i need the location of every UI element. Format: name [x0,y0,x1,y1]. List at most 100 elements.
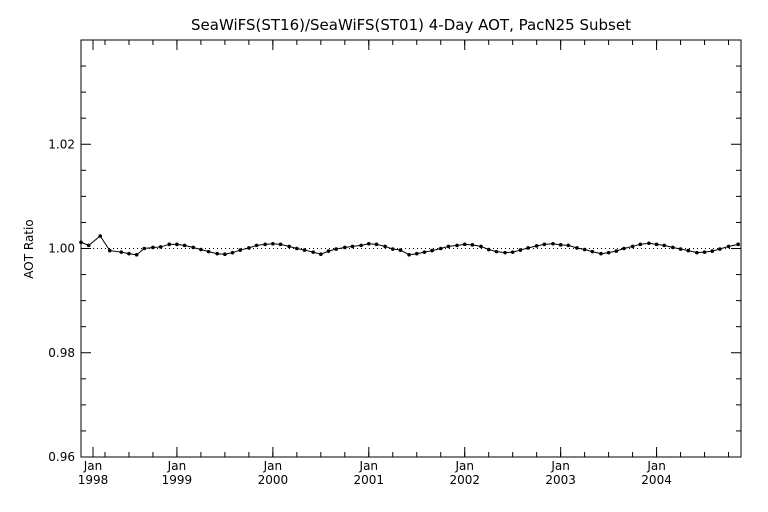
data-point [736,242,740,247]
data-point [566,243,571,248]
x-tick-label-year: 2000 [258,473,289,487]
y-tick-label: 1.02 [48,137,75,151]
data-point [302,248,307,252]
data-point [230,250,235,255]
data-point [326,249,331,253]
data-point [215,251,220,256]
x-tick-label-year: 1999 [162,473,193,487]
data-point [191,245,196,250]
data-point [278,242,283,247]
data-point [599,251,603,256]
data-point [558,243,563,247]
data-point [654,242,659,247]
data-point [134,252,139,257]
data-point [455,243,459,248]
data-point [175,242,179,247]
y-tick-label: 0.98 [48,346,75,360]
data-point [334,247,338,251]
data-point [182,243,187,248]
data-point [407,252,411,257]
data-point [263,242,267,247]
data-point [127,251,131,256]
data-point [311,250,315,254]
x-tick-label-month: Jan [550,459,570,473]
x-tick-label-year: 2001 [354,473,385,487]
data-point [630,244,635,249]
data-point [295,246,299,251]
data-point [383,244,387,249]
data-point [614,249,619,253]
data-point [518,248,523,252]
data-point [319,252,323,257]
data-point [695,250,699,255]
series-layer [79,234,740,257]
data-point [254,243,259,248]
x-tick-label-month: Jan [359,459,379,473]
data-point [430,248,434,253]
data-point [167,242,172,247]
data-point [199,247,203,252]
data-point [551,242,555,246]
y-axis-label: AOT Ratio [22,219,36,278]
data-point [702,250,707,254]
data-point [534,244,539,248]
data-point [247,246,251,250]
data-point [662,243,667,248]
data-point [575,246,579,250]
data-point [470,243,475,247]
data-point [686,248,691,253]
data-point [271,242,275,246]
axes: 0.960.981.001.02Jan1998Jan1999Jan2000Jan… [48,39,741,487]
x-tick-label-year: 2003 [545,473,576,487]
x-tick-label-month: Jan [167,459,187,473]
data-point [223,252,227,257]
data-point [678,247,683,251]
x-tick-label-month: Jan [83,459,103,473]
chart-title: SeaWiFS(ST16)/SeaWiFS(ST01) 4-Day AOT, P… [191,16,631,34]
data-point [671,245,675,250]
plot-frame [80,39,742,458]
x-tick-label-month: Jan [263,459,283,473]
data-point [503,250,507,255]
data-point [582,247,587,252]
data-point [462,242,467,247]
data-point [142,246,147,251]
data-point [726,244,731,249]
data-point [486,247,491,252]
data-point [374,242,379,247]
data-point [343,245,347,250]
data-point [590,249,595,254]
data-point [390,247,395,251]
y-tick-label: 0.96 [48,450,75,464]
data-point [718,247,722,251]
y-tick-label: 1.00 [48,242,75,256]
data-point [158,245,163,249]
data-point [446,244,451,249]
data-point [647,241,651,246]
data-point [366,242,371,246]
data-point [526,246,530,250]
data-point [414,251,419,256]
data-point [359,243,363,248]
series-line [80,235,739,256]
data-point [542,242,547,247]
data-point [398,248,403,252]
data-point [438,246,443,251]
data-point [710,249,715,253]
data-point [479,244,483,249]
data-point [422,250,427,254]
x-tick-label-year: 1998 [78,473,109,487]
data-point [107,248,112,253]
data-point [510,250,515,254]
data-point [86,243,91,248]
data-point [494,249,499,254]
data-point [206,249,211,254]
data-point [98,234,102,238]
x-tick-label-month: Jan [454,459,474,473]
x-tick-label-year: 2004 [641,473,672,487]
data-point [622,246,626,251]
data-point [350,244,355,249]
data-point [119,250,124,254]
data-point [606,250,611,255]
